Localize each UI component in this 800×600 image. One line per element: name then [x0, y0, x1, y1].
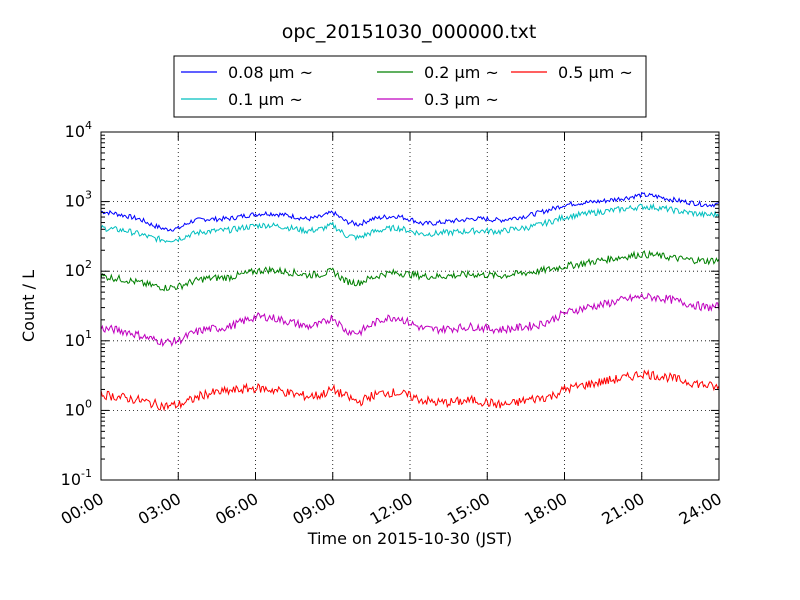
y-tick-label: 103	[65, 189, 92, 211]
series-line	[100, 292, 720, 348]
y-tick-label: 101	[65, 328, 92, 350]
y-axis-label: Count / L	[19, 270, 38, 342]
legend-label: 0.2 µm ~	[424, 63, 499, 82]
chart-title: opc_20151030_000000.txt	[282, 21, 537, 43]
x-axis-label: Time on 2015-10-30 (JST)	[307, 529, 512, 548]
grid	[101, 132, 719, 480]
legend-box	[173, 55, 647, 118]
legend-label: 0.1 µm ~	[228, 90, 303, 109]
y-tick-label: 104	[65, 119, 92, 141]
series-line	[100, 202, 720, 243]
series-line	[100, 369, 720, 412]
y-tick-label: 100	[65, 397, 92, 419]
y-tick-label: 102	[65, 258, 92, 280]
legend-label: 0.5 µm ~	[558, 63, 633, 82]
series-line	[100, 249, 720, 292]
legend-label: 0.08 µm ~	[228, 63, 313, 82]
legend-label: 0.3 µm ~	[424, 90, 499, 109]
legend: 0.08 µm ~ 0.1 µm ~ 0.2 µm ~ 0.3 µm ~ 0.5 µm …	[173, 55, 647, 118]
series-line	[100, 191, 720, 232]
y-tick-label: 10-1	[61, 467, 92, 489]
series-layer	[100, 191, 720, 412]
